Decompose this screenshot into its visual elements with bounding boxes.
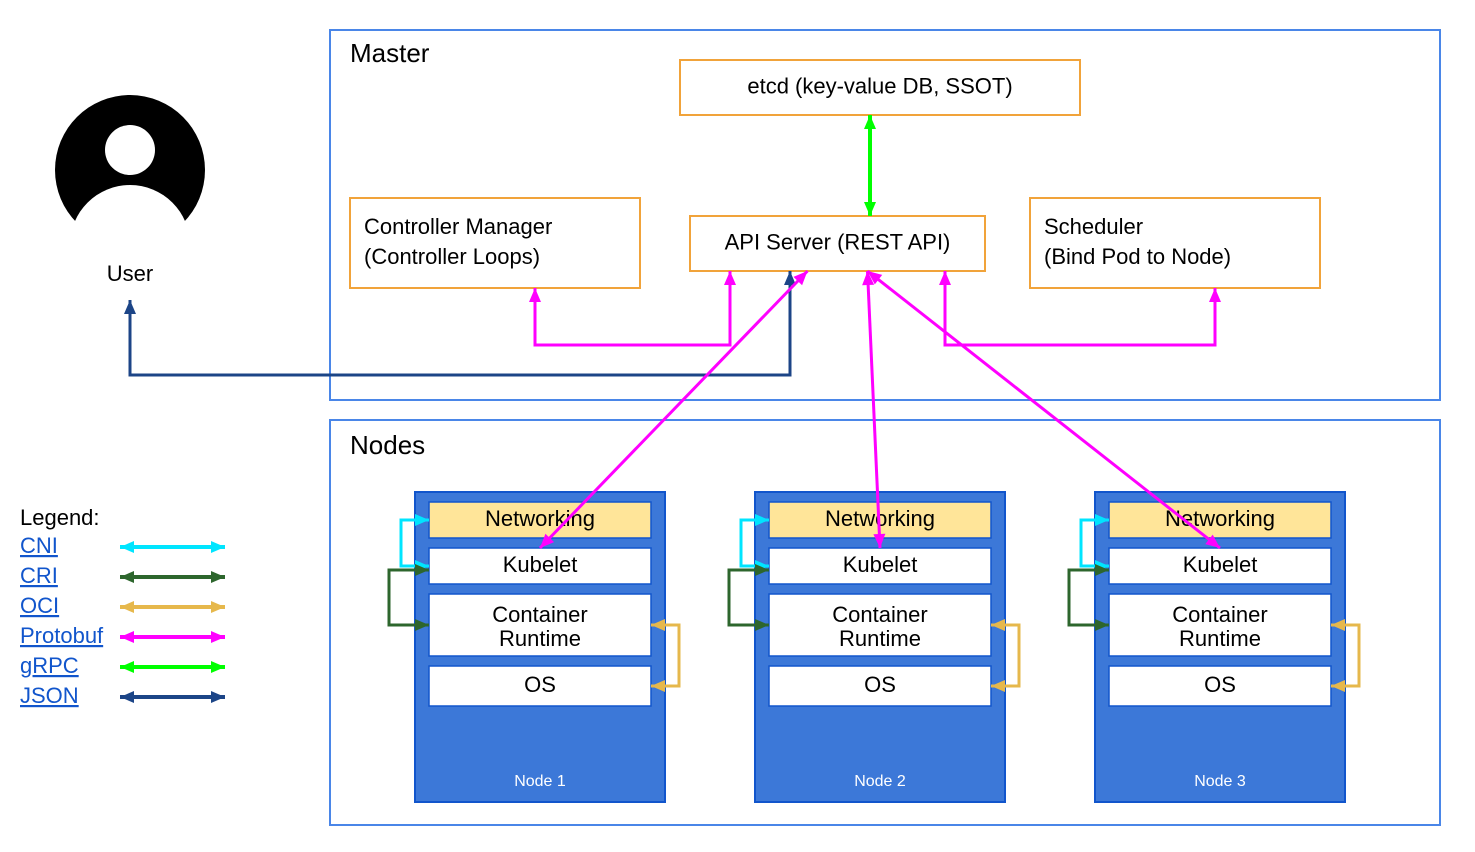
node-row-label: OS — [524, 672, 556, 697]
legend-arrow — [120, 631, 225, 643]
node-row-label: Container — [492, 602, 587, 627]
node-row-label: Kubelet — [1183, 552, 1258, 577]
node-row-label: Runtime — [1179, 626, 1261, 651]
node-footer-label: Node 3 — [1194, 773, 1246, 790]
legend-arrow — [120, 571, 225, 583]
node-row-label: Kubelet — [503, 552, 578, 577]
legend-title: Legend: — [20, 505, 100, 530]
node-row-label: OS — [864, 672, 896, 697]
json-arrow-user-api — [124, 271, 796, 375]
nodes-title: Nodes — [350, 430, 425, 460]
node-row-label: Runtime — [499, 626, 581, 651]
legend-arrow — [120, 541, 225, 553]
legend-item[interactable]: Protobuf — [20, 623, 104, 648]
node-row-label: Container — [832, 602, 927, 627]
user-label: User — [107, 261, 153, 286]
node-row-label: Runtime — [839, 626, 921, 651]
master-title: Master — [350, 38, 430, 68]
node-row-label: Kubelet — [843, 552, 918, 577]
legend-item[interactable]: CNI — [20, 533, 58, 558]
master-component-label: (Controller Loops) — [364, 244, 540, 269]
diagram-canvas: User Master etcd (key-value DB, SSOT) Contr… — [0, 0, 1475, 852]
master-component-label: Controller Manager — [364, 214, 552, 239]
legend-item[interactable]: JSON — [20, 683, 79, 708]
etcd-label: etcd (key-value DB, SSOT) — [747, 73, 1012, 98]
legend-arrow — [120, 601, 225, 613]
grpc-arrow — [864, 115, 876, 216]
protobuf-arrow — [529, 271, 736, 345]
protobuf-arrow — [939, 271, 1221, 345]
master-component-label: Scheduler — [1044, 214, 1143, 239]
legend-arrow — [120, 691, 225, 703]
master-component-label: API Server (REST API) — [725, 229, 951, 254]
node-footer-label: Node 1 — [514, 773, 566, 790]
legend-item[interactable]: OCI — [20, 593, 59, 618]
master-component-label: (Bind Pod to Node) — [1044, 244, 1231, 269]
user-icon — [50, 95, 210, 285]
legend-item[interactable]: gRPC — [20, 653, 79, 678]
legend-item[interactable]: CRI — [20, 563, 58, 588]
node-footer-label: Node 2 — [854, 773, 906, 790]
legend-arrow — [120, 661, 225, 673]
node-row-label: OS — [1204, 672, 1236, 697]
node-row-label: Container — [1172, 602, 1267, 627]
